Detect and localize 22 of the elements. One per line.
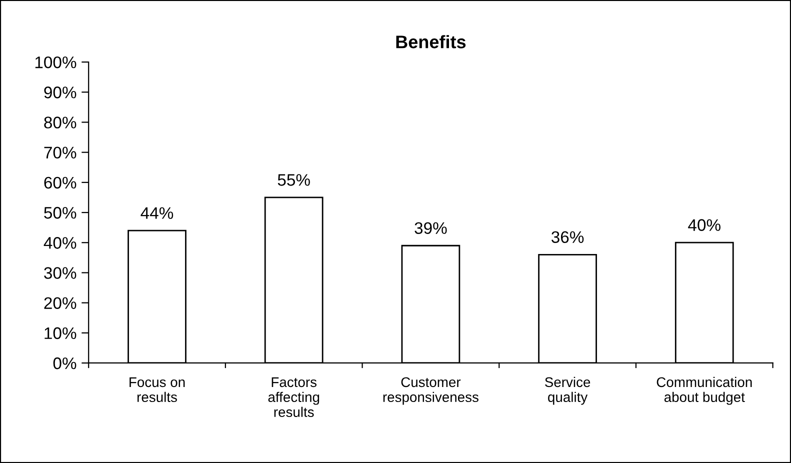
x-tick-label: Customer responsiveness	[383, 377, 478, 405]
data-label: 39%	[414, 222, 447, 234]
x-tick-label: Service quality	[545, 376, 590, 405]
y-tick-label: 100%	[35, 56, 76, 68]
data-label: 40%	[688, 219, 720, 231]
data-label: 55%	[278, 174, 310, 186]
y-tick-label: 50%	[44, 206, 76, 219]
y-tick-label: 80%	[44, 116, 76, 128]
data-label: 44%	[140, 207, 174, 219]
y-tick-label: 60%	[44, 176, 76, 189]
chart-title: Benefits	[396, 35, 466, 48]
y-tick-label: 20%	[44, 297, 76, 310]
y-tick-label: 40%	[44, 237, 76, 249]
x-tick-label: Factors affecting results	[268, 377, 320, 418]
y-tick-label: 0%	[53, 357, 76, 370]
y-tick-label: 70%	[44, 146, 76, 159]
x-tick-label: Focus on results	[130, 377, 185, 402]
data-label: 36%	[552, 231, 584, 244]
y-tick-label: 10%	[44, 327, 76, 340]
y-tick-label: 30%	[44, 267, 76, 279]
x-tick-label: Communication about budget	[656, 376, 752, 405]
y-tick-label: 90%	[44, 86, 76, 98]
